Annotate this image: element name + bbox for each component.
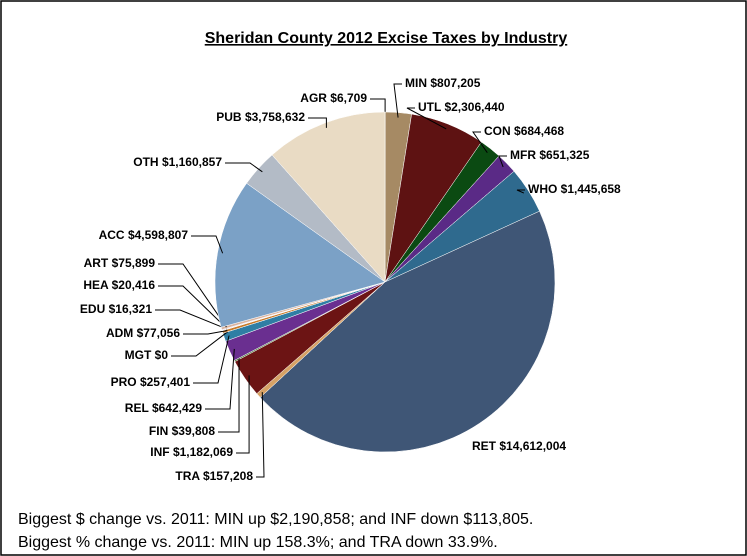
data-label: MGT $0 <box>125 348 169 362</box>
data-label: INF $1,182,069 <box>150 445 233 459</box>
category-label: ACC <box>99 228 125 242</box>
leader-line <box>498 155 507 168</box>
leader-line <box>218 358 240 433</box>
value-label: $1,160,857 <box>162 155 222 169</box>
leader-line <box>158 285 228 329</box>
data-label: OTH $1,160,857 <box>133 155 222 169</box>
pie-slice <box>271 111 386 283</box>
category-label: PUB <box>216 110 242 124</box>
value-label: $6,709 <box>330 91 367 105</box>
data-label: AGR $6,709 <box>300 91 367 105</box>
note: Biggest % change vs. 2011: MIN up 158.3%… <box>18 534 498 551</box>
leader-line <box>158 263 227 328</box>
category-label: ART <box>84 256 109 270</box>
leader-line <box>225 162 263 173</box>
leader-line <box>308 117 327 128</box>
value-label: $157,208 <box>203 469 253 483</box>
leader-line <box>205 348 235 410</box>
leader-line <box>472 131 488 153</box>
value-label: $1,182,069 <box>173 445 233 459</box>
data-label: HEA $20,416 <box>83 278 155 292</box>
category-label: MFR <box>510 148 536 162</box>
category-label: UTL <box>418 100 441 114</box>
category-label: EDU <box>80 302 105 316</box>
data-label: PUB $3,758,632 <box>216 110 305 124</box>
value-label: $642,429 <box>152 401 202 415</box>
data-label: PRO $257,401 <box>111 375 191 389</box>
value-label: $2,306,440 <box>444 100 504 114</box>
category-label: MGT <box>125 348 152 362</box>
leader-line <box>370 98 386 118</box>
category-label: ADM <box>106 326 133 340</box>
pie-slice <box>259 210 556 453</box>
category-label: RET <box>472 439 497 453</box>
value-label: $3,758,632 <box>245 110 305 124</box>
data-label: TRA $157,208 <box>175 469 253 483</box>
value-label: $807,205 <box>430 76 480 90</box>
category-label: OTH <box>133 155 158 169</box>
value-label: $16,321 <box>109 302 153 316</box>
category-label: MIN <box>405 76 427 90</box>
value-label: $684,468 <box>514 124 564 138</box>
leader-line <box>406 107 447 130</box>
category-label: AGR <box>300 91 327 105</box>
leader-line <box>393 83 402 118</box>
category-label: HEA <box>83 278 109 292</box>
data-label: MIN $807,205 <box>405 76 481 90</box>
leader-line <box>236 375 250 454</box>
leader-line <box>193 335 230 384</box>
data-label: UTL $2,306,440 <box>418 100 505 114</box>
data-label: ADM $77,056 <box>106 326 180 340</box>
leader-line <box>191 235 224 254</box>
pie-slice <box>214 182 386 328</box>
leader-line <box>183 330 228 335</box>
data-label: CON $684,468 <box>484 124 564 138</box>
value-label: $0 <box>155 348 169 362</box>
data-label: FIN $39,808 <box>149 424 215 438</box>
category-label: REL <box>125 401 149 415</box>
data-label: MFR $651,325 <box>510 148 590 162</box>
leader-line <box>171 331 229 357</box>
value-label: $77,056 <box>137 326 181 340</box>
value-label: $20,416 <box>112 278 156 292</box>
category-label: PRO <box>111 375 137 389</box>
data-label: ACC $4,598,807 <box>99 228 189 242</box>
value-label: $75,899 <box>112 256 156 270</box>
value-label: $39,808 <box>172 424 216 438</box>
category-label: CON <box>484 124 511 138</box>
value-label: $14,612,004 <box>499 439 566 453</box>
leader-line <box>256 392 265 478</box>
data-label: RET $14,612,004 <box>472 439 566 453</box>
category-label: TRA <box>175 469 200 483</box>
data-label: EDU $16,321 <box>80 302 152 316</box>
value-label: $651,325 <box>539 148 589 162</box>
data-label: ART $75,899 <box>84 256 156 270</box>
chart-title: Sheridan County 2012 Excise Taxes by Ind… <box>205 30 568 47</box>
value-label: $257,401 <box>140 375 190 389</box>
category-label: INF <box>150 445 169 459</box>
note: Biggest $ change vs. 2011: MIN up $2,190… <box>18 511 533 528</box>
leader-line <box>155 309 228 330</box>
category-label: WHO <box>528 182 557 196</box>
leader-line <box>516 189 525 194</box>
category-label: FIN <box>149 424 168 438</box>
value-label: $4,598,807 <box>128 228 188 242</box>
data-label: REL $642,429 <box>125 401 203 415</box>
data-label: WHO $1,445,658 <box>528 182 621 196</box>
value-label: $1,445,658 <box>561 182 621 196</box>
